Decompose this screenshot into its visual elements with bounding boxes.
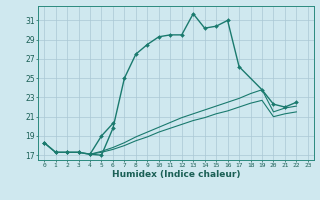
X-axis label: Humidex (Indice chaleur): Humidex (Indice chaleur) <box>112 170 240 179</box>
